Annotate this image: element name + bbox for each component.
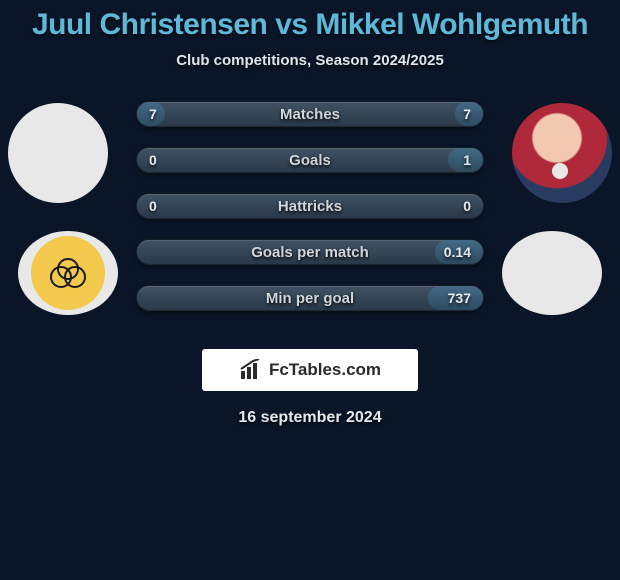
- page-title: Juul Christensen vs Mikkel Wohlgemuth: [0, 8, 620, 42]
- brand-badge: FcTables.com: [202, 349, 418, 391]
- date-text: 16 september 2024: [0, 409, 620, 427]
- stat-left-value: 7: [149, 106, 157, 122]
- stat-label: Hattricks: [278, 198, 342, 215]
- comparison-stage: 7 Matches 7 0 Goals 1 0 Hattricks 0: [0, 97, 620, 337]
- stat-bar: Goals per match 0.14: [136, 239, 484, 265]
- club-left-badge: [18, 231, 118, 315]
- player-left-avatar: [8, 103, 108, 203]
- stat-label: Goals: [289, 152, 331, 169]
- stat-bar: Min per goal 737: [136, 285, 484, 311]
- stat-bars: 7 Matches 7 0 Goals 1 0 Hattricks 0: [136, 101, 484, 331]
- chart-icon: [239, 359, 263, 381]
- stat-right-value: 737: [448, 290, 471, 306]
- stat-right-value: 1: [463, 152, 471, 168]
- stat-left-value: 0: [149, 152, 157, 168]
- stat-label: Goals per match: [251, 244, 369, 261]
- stat-label: Matches: [280, 106, 340, 123]
- stat-bar: 0 Hattricks 0: [136, 193, 484, 219]
- stat-bar: 0 Goals 1: [136, 147, 484, 173]
- stat-right-value: 7: [463, 106, 471, 122]
- stat-right-value: 0: [463, 198, 471, 214]
- stat-bar: 7 Matches 7: [136, 101, 484, 127]
- stat-label: Min per goal: [266, 290, 354, 307]
- subtitle: Club competitions, Season 2024/2025: [0, 52, 620, 69]
- brand-text: FcTables.com: [269, 360, 381, 380]
- club-right-badge: [502, 231, 602, 315]
- stat-right-value: 0.14: [444, 244, 471, 260]
- stat-left-value: 0: [149, 198, 157, 214]
- player-right-avatar: [512, 103, 612, 203]
